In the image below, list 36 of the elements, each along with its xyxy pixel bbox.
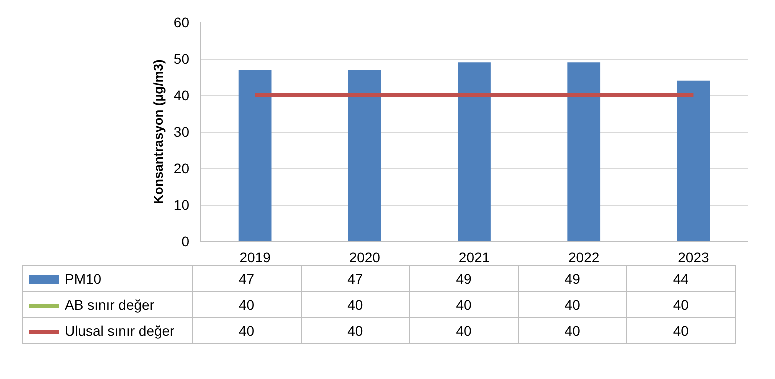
bar [458,62,491,242]
data-label: 40 [410,318,518,344]
bar [348,70,382,242]
legend-label: Ulusal sınır değer [22,318,192,344]
y-axis-title: Konsantrasyon (µg/m3) [150,60,166,204]
data-label: 40 [518,318,627,344]
legend-label: AB sınır değer [22,292,192,318]
text: 40 [673,296,689,312]
y-tick-label: 50 [174,51,190,67]
x-tick-label: 2021 [458,250,490,266]
text: 40 [348,296,364,312]
y-tick-label: 10 [174,197,190,213]
data-label: 47 [301,266,410,292]
legend-label: PM10 [22,266,192,292]
bar [238,70,272,242]
data-label: 47 [192,266,302,292]
x-tick-label: 2019 [240,250,272,266]
y-tick-label: 60 [174,14,190,30]
y-tick-label: 0 [182,234,190,250]
text: 40 [456,296,472,312]
data-label: 40 [301,318,410,344]
data-label: 40 [626,318,736,344]
data-label: 49 [410,266,518,292]
x-tick-label: 2023 [678,250,710,266]
x-tick-label: 2022 [568,250,600,266]
y-tick-label: 30 [174,124,190,140]
y-tick-label: 20 [174,160,190,176]
text: 40 [564,296,580,312]
x-tick-label: 2020 [349,250,381,266]
data-label: 49 [518,266,627,292]
bar [568,62,601,242]
bar [677,80,710,242]
data-label: 44 [626,266,736,292]
y-tick-label: 40 [174,88,190,104]
text: 40 [239,296,255,312]
data-label: 40 [192,318,302,344]
